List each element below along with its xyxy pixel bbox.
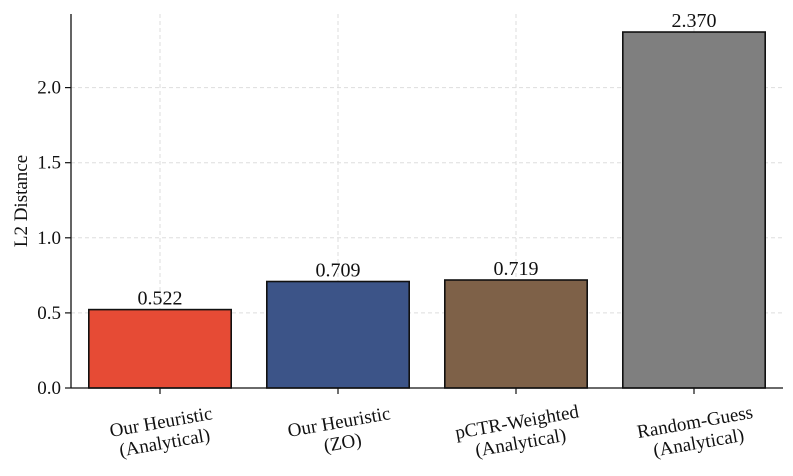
- value-labels: 0.522 0.709 0.719 2.370: [138, 10, 717, 310]
- bar: [88, 308, 232, 389]
- y-axis-title: L2 Distance: [11, 155, 32, 247]
- bar-value-label: 0.709: [316, 260, 361, 282]
- bar: [265, 280, 410, 389]
- x-tick-label: Random-Guess(Analytical): [636, 402, 755, 462]
- bar-value-label: 2.370: [672, 10, 717, 32]
- y-tick-label: 1.5: [37, 153, 61, 174]
- bar: [443, 279, 588, 389]
- x-tick-label: Our Heuristic(ZO): [286, 403, 392, 457]
- y-tick-label: 1.0: [37, 228, 61, 249]
- axes: [70, 14, 783, 389]
- y-tick-label: 0.0: [37, 378, 61, 399]
- y-ticks: 0.0 0.5 1.0 1.5 2.0: [37, 78, 695, 399]
- bar-value-label: 0.719: [494, 258, 539, 280]
- y-tick-label: 2.0: [37, 78, 61, 99]
- bars: [88, 31, 766, 389]
- bar-value-label: 0.522: [138, 288, 183, 310]
- x-tick-label: Our Heuristic(Analytical): [108, 403, 214, 461]
- x-tick-label: pCTR-Weighted(Analytical): [454, 401, 581, 461]
- x-tick-labels: Our Heuristic(Analytical) Our Heuristic(Z…: [108, 401, 755, 462]
- y-tick-label: 0.5: [37, 303, 61, 324]
- bar: [621, 31, 766, 389]
